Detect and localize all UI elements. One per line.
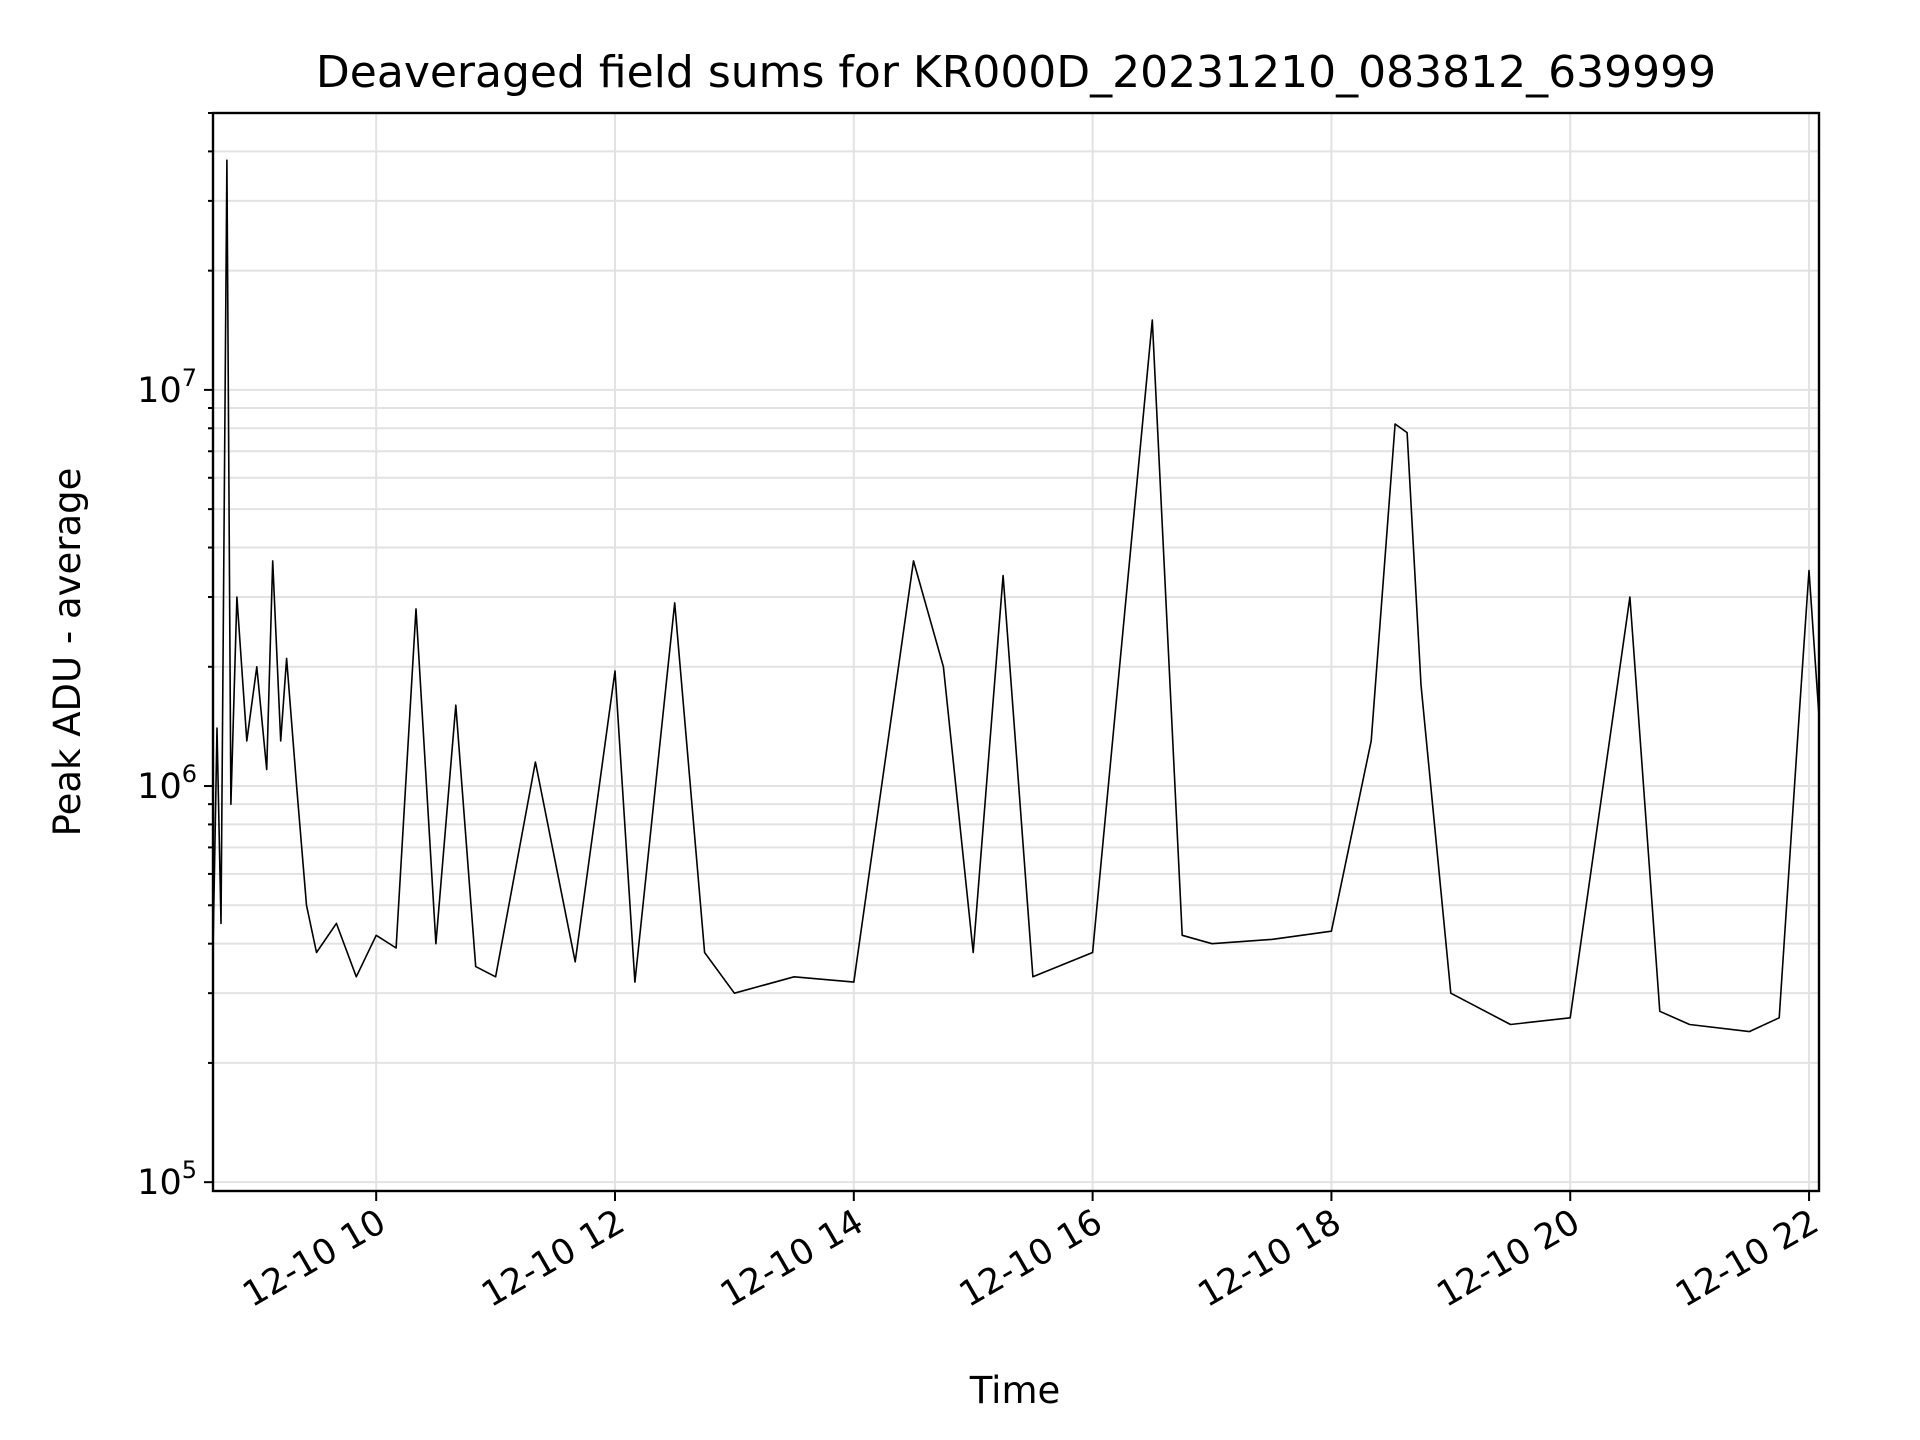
y-tick-base: 10: [137, 767, 182, 807]
y-tick-base: 10: [137, 371, 182, 411]
plot-frame: [211, 111, 1821, 1193]
x-axis-label: Time: [969, 1369, 1061, 1412]
data-series: [212, 159, 1820, 1033]
y-tick-label: 107: [137, 364, 197, 411]
y-axis-label: Peak ADU - average: [46, 468, 89, 837]
y-tick-exponent: 5: [182, 1156, 197, 1184]
y-tick-label: 105: [137, 1156, 197, 1203]
y-tick-base: 10: [137, 1163, 182, 1203]
y-tick-exponent: 6: [182, 760, 197, 788]
y-tick-exponent: 7: [182, 364, 197, 392]
y-tick-label: 106: [137, 760, 197, 807]
chart-title: Deaveraged field sums for KR000D_2023121…: [316, 47, 1716, 98]
series-line: [212, 159, 1820, 1033]
